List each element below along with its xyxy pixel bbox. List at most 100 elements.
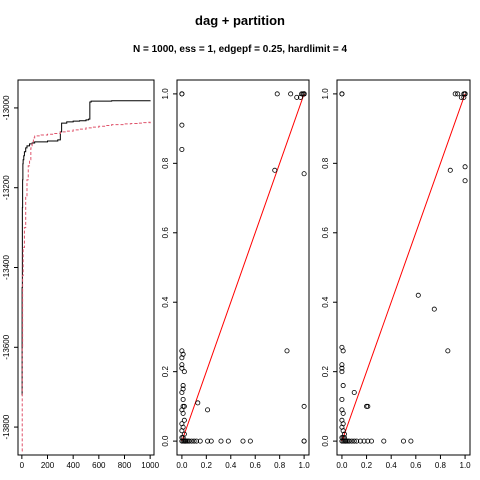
x-tick: 0.6	[250, 455, 261, 470]
x-tick-label: 1.0	[299, 461, 311, 470]
scatter-point	[186, 438, 192, 444]
scatter-point	[445, 348, 451, 354]
figure-title: dag + partition	[195, 13, 285, 28]
x-tick-label: 600	[92, 461, 106, 470]
scatter-point	[301, 403, 307, 409]
series-line-2	[21, 121, 151, 452]
scatter-point	[400, 438, 406, 444]
x-tick-label: 0.4	[225, 461, 237, 470]
scatter-point	[181, 417, 187, 423]
scatter-point	[339, 365, 345, 371]
y-tick-label: 0.4	[161, 296, 170, 308]
scatter-point	[447, 167, 453, 173]
x-tick: 400	[66, 455, 80, 470]
scatter-point	[225, 438, 231, 444]
x-tick-label: 800	[118, 461, 132, 470]
scatter-point	[195, 400, 201, 406]
scatter-point	[181, 369, 187, 375]
scatter-point	[346, 438, 352, 444]
scatter-point	[189, 438, 195, 444]
x-tick-label: 0.2	[361, 461, 373, 470]
scatter-panel-1: 0.0 0.2 0.4 0.6 0.8 1.0 0.0 0.2 0.4 0.6 0.8 1.0	[161, 79, 311, 470]
y-tick: 0.8	[321, 157, 337, 169]
x-tick: 800	[118, 455, 132, 470]
x-tick-label: 1.0	[460, 461, 472, 470]
y-tick: 0.0	[321, 435, 337, 447]
y-tick: 0.6	[161, 227, 177, 239]
x-tick-label: 0	[20, 461, 25, 470]
series-line-1	[21, 100, 151, 396]
x-tick-label: 0.8	[274, 461, 286, 470]
scatter-point	[354, 438, 360, 444]
scatter-point	[191, 438, 197, 444]
scatter-point	[208, 438, 214, 444]
scatter-point	[339, 91, 345, 97]
scatter-point	[381, 438, 387, 444]
x-tick-label: 0.0	[336, 461, 348, 470]
scatter-point	[340, 410, 346, 416]
scatter-point	[351, 438, 357, 444]
y-tick-label: -13400	[2, 255, 11, 280]
x-tick: 0.4	[386, 455, 398, 470]
y-tick: 0.0	[161, 435, 177, 447]
scatter-point	[179, 122, 185, 128]
figure-subtitle: N = 1000, ess = 1, edgepf = 0.25, hardli…	[133, 44, 347, 55]
trace-panel: 0 200 400 600 800 1000 -13000 -13200 -13400 -1360…	[2, 79, 160, 470]
scatter-point	[294, 94, 300, 100]
x-tick-label: 0.4	[386, 461, 398, 470]
y-tick: 0.6	[321, 227, 337, 239]
x-tick: 200	[41, 455, 55, 470]
y-tick: -13000	[2, 95, 18, 120]
x-tick-label: 1000	[141, 461, 159, 470]
y-tick-label: 0.6	[161, 227, 170, 239]
y-tick-label: 0.2	[161, 366, 170, 378]
y-tick: 1.0	[161, 88, 177, 100]
y-tick: -13400	[2, 255, 18, 280]
x-tick: 0.0	[336, 455, 348, 470]
scatter-point	[205, 407, 211, 413]
scatter-point	[339, 369, 345, 375]
y-tick: 0.8	[161, 157, 177, 169]
scatter-point	[194, 438, 200, 444]
scatter-point	[179, 389, 185, 395]
plot-marks	[339, 91, 468, 444]
scatter-point	[357, 438, 363, 444]
scatter-point	[340, 348, 346, 354]
y-tick-label: 0.6	[321, 227, 330, 239]
scatter-point	[361, 438, 367, 444]
x-tick-label: 0.0	[176, 461, 188, 470]
x-tick: 1.0	[460, 455, 472, 470]
scatter-point	[462, 164, 468, 170]
scatter-point	[462, 91, 468, 97]
x-tick: 0.2	[201, 455, 212, 470]
scatter-point	[462, 178, 468, 184]
scatter-point	[180, 403, 186, 409]
x-tick: 0	[20, 455, 25, 470]
scatter-point	[179, 91, 185, 97]
scatter-point	[340, 383, 346, 389]
scatter-point	[339, 396, 345, 402]
y-tick-label: 0.2	[321, 366, 330, 378]
scatter-point	[288, 91, 294, 97]
y-tick-label: -13600	[2, 334, 11, 359]
y-tick-label: -13000	[2, 95, 11, 120]
scatter-point	[452, 91, 458, 97]
scatter-point	[272, 167, 278, 173]
x-tick-label: 400	[66, 461, 80, 470]
scatter-point	[455, 91, 461, 97]
scatter-point	[180, 396, 186, 402]
scatter-point	[180, 351, 186, 357]
y-tick-label: 0.8	[161, 157, 170, 169]
y-tick: 0.2	[161, 366, 177, 378]
scatter-point	[301, 171, 307, 177]
scatter-point	[408, 438, 414, 444]
y-tick-label: 1.0	[321, 88, 330, 100]
y-tick-label: 1.0	[161, 88, 170, 100]
x-tick: 0.6	[410, 455, 422, 470]
scatter-point	[301, 91, 307, 97]
scatter-point	[415, 292, 421, 298]
scatter-point	[205, 438, 211, 444]
y-tick-label: 0.4	[321, 296, 330, 308]
scatter-point	[180, 410, 186, 416]
